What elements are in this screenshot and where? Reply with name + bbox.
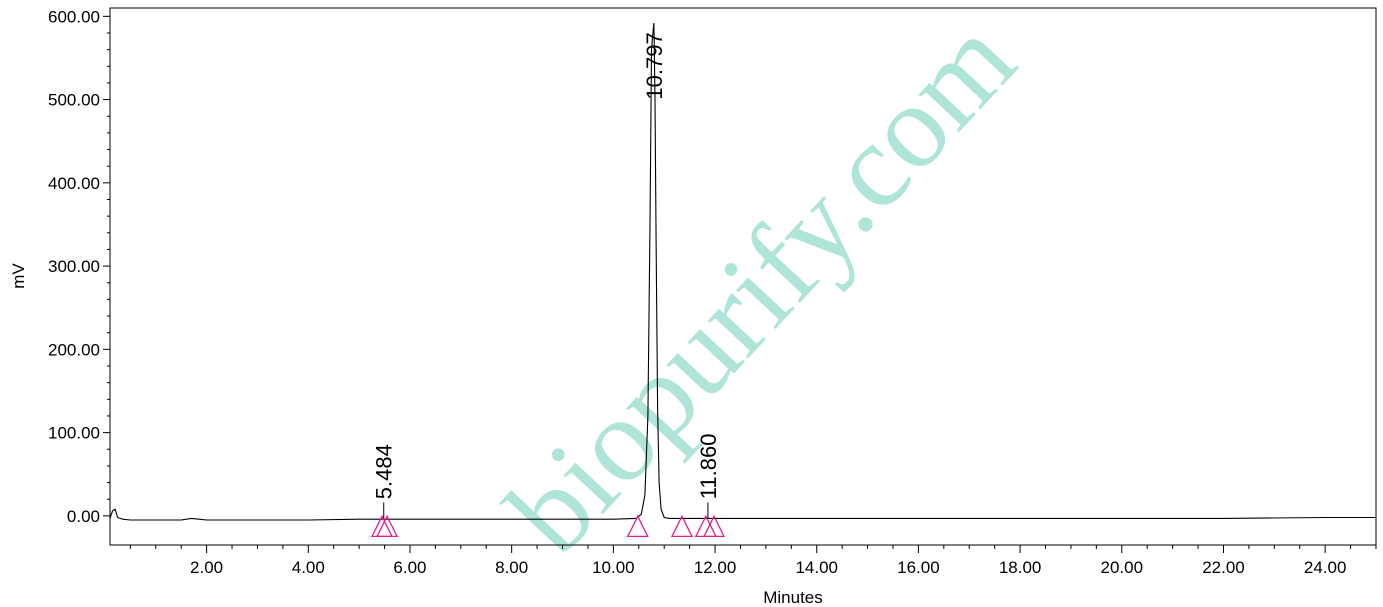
peak-label: 5.484 bbox=[372, 444, 397, 499]
x-tick-label: 14.00 bbox=[795, 558, 838, 577]
y-tick-label: 0.00 bbox=[67, 507, 100, 526]
x-tick-label: 18.00 bbox=[999, 558, 1042, 577]
y-tick-label: 500.00 bbox=[48, 91, 100, 110]
integration-marker bbox=[376, 514, 399, 538]
watermark-text: biopurify.com bbox=[482, 0, 1040, 578]
x-axis-title: Minutes bbox=[763, 588, 823, 607]
x-tick-label: 12.00 bbox=[694, 558, 737, 577]
y-axis-title: mV bbox=[9, 263, 28, 289]
y-tick-label: 600.00 bbox=[48, 7, 100, 26]
integration-marker bbox=[670, 514, 694, 538]
y-tick-label: 300.00 bbox=[48, 257, 100, 276]
integration-marker bbox=[626, 514, 649, 538]
x-tick-label: 6.00 bbox=[393, 558, 426, 577]
x-tick-label: 2.00 bbox=[190, 558, 223, 577]
integration-marker bbox=[702, 514, 726, 538]
plot-frame bbox=[109, 7, 1377, 546]
chromatogram-trace bbox=[109, 22, 1376, 521]
y-tick-label: 200.00 bbox=[48, 340, 100, 359]
peak-label: 11.860 bbox=[696, 434, 721, 500]
y-tick-label: 400.00 bbox=[48, 174, 100, 193]
peak-label: 10.797 bbox=[642, 32, 667, 99]
x-tick-label: 16.00 bbox=[897, 558, 940, 577]
x-tick-label: 22.00 bbox=[1202, 558, 1245, 577]
x-tick-label: 24.00 bbox=[1304, 558, 1347, 577]
x-tick-label: 20.00 bbox=[1101, 558, 1144, 577]
x-tick-label: 4.00 bbox=[292, 558, 325, 577]
x-tick-label: 8.00 bbox=[495, 558, 528, 577]
y-tick-label: 100.00 bbox=[48, 424, 100, 443]
x-tick-label: 10.00 bbox=[592, 558, 635, 577]
